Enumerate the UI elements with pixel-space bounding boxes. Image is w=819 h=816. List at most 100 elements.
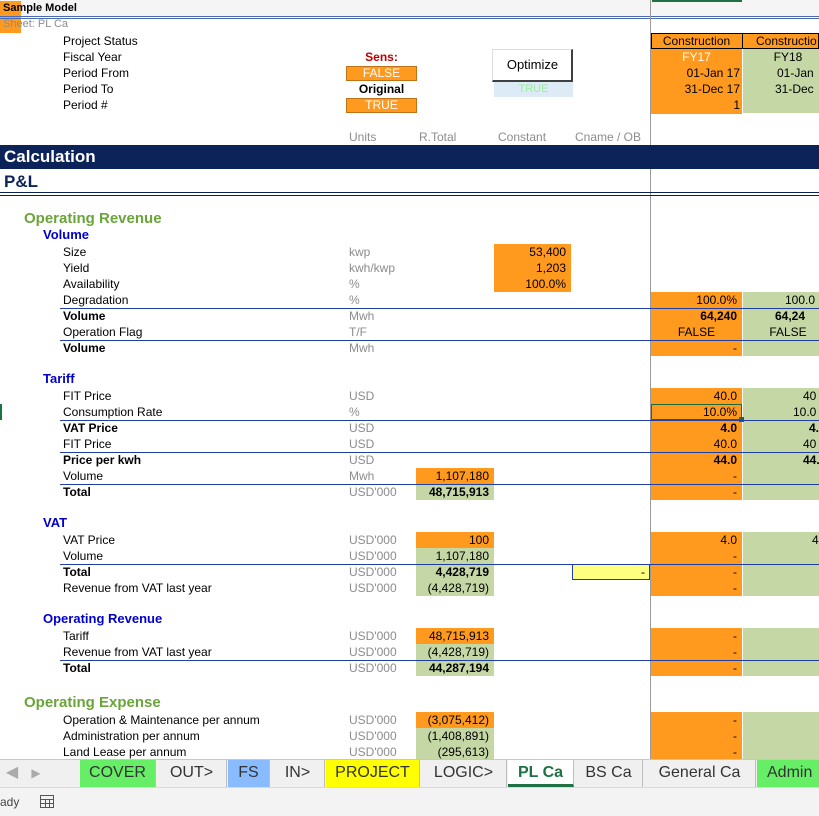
label-period-num: Period #	[63, 98, 108, 112]
row-volume1-p2[interactable]: 64,24	[775, 309, 806, 323]
tab-fs[interactable]: FS	[228, 760, 270, 787]
sheet-name: Sheet: PL Ca	[3, 18, 69, 30]
optimize-button[interactable]: Optimize	[506, 57, 559, 72]
row-ttotal-label: Total	[63, 485, 91, 499]
tab-cover[interactable]: COVER	[80, 760, 156, 787]
row-cons-unit: %	[349, 405, 360, 419]
heading-vat: VAT	[43, 515, 68, 530]
row-tvol-p1[interactable]: -	[733, 469, 737, 483]
row-vtotal-cname[interactable]: -	[641, 565, 645, 579]
optimize-flag: TRUE	[518, 83, 549, 95]
row-fit2-p1[interactable]: 40.0	[713, 437, 737, 451]
row-volume2-p1[interactable]: -	[733, 341, 737, 355]
heading-operating-expense: Operating Expense	[24, 694, 161, 711]
sens-value-1[interactable]: FALSE	[362, 66, 401, 80]
row-ttotal-p1[interactable]: -	[733, 485, 737, 499]
row-fit2-label: FIT Price	[63, 437, 112, 451]
row-ototal-p1[interactable]: -	[733, 661, 737, 675]
row-vprice-p1[interactable]: 4.0	[720, 533, 737, 547]
tab-out[interactable]: OUT>	[157, 760, 227, 787]
row-vvol-rtotal[interactable]: 1,107,180	[435, 549, 489, 563]
row-fit1-label: FIT Price	[63, 389, 112, 403]
row-availability-constant[interactable]: 100.0%	[525, 277, 566, 291]
period-2-status: Constructio	[756, 34, 817, 48]
row-vat-label: VAT Price	[63, 421, 118, 435]
row-land-p1[interactable]: -	[733, 745, 737, 759]
row-admin-p1[interactable]: -	[733, 729, 737, 743]
row-land-rtotal[interactable]: (295,613)	[437, 745, 489, 759]
label-project-status: Project Status	[63, 34, 138, 48]
row-fit2-p2[interactable]: 40	[803, 437, 817, 451]
heading-operating-revenue: Operating Revenue	[24, 210, 162, 227]
sens-value-2[interactable]: Original	[358, 82, 405, 96]
row-opflag-p1[interactable]: FALSE	[677, 325, 716, 339]
row-vrev-rtotal[interactable]: (4,428,719)	[427, 581, 489, 595]
row-cons-p2[interactable]: 10.0	[793, 405, 817, 419]
col-units: Units	[349, 130, 377, 144]
tab-general-ca[interactable]: General Ca	[644, 760, 756, 787]
col-cname: Cname / OB	[575, 130, 642, 144]
tab-project[interactable]: PROJECT	[326, 760, 420, 787]
row-om-unit: USD'000	[349, 713, 397, 727]
accessibility-icon[interactable]	[40, 795, 54, 808]
row-vprice-p2[interactable]: 4	[812, 533, 819, 547]
row-admin-rtotal[interactable]: (1,408,891)	[427, 729, 489, 743]
tab-logic[interactable]: LOGIC>	[421, 760, 507, 787]
heading-tariff: Tariff	[43, 371, 75, 386]
row-admin-label: Administration per annum	[63, 729, 200, 743]
row-ppk-p1[interactable]: 44.0	[713, 453, 737, 467]
period-2-to: 31-Dec	[775, 82, 814, 96]
row-fit1-p1[interactable]: 40.0	[713, 389, 737, 403]
row-volume1-p1[interactable]: 64,240	[700, 309, 737, 323]
tab-pl-ca[interactable]: PL Ca	[508, 760, 574, 787]
section-calculation: Calculation	[4, 147, 96, 166]
row-otariff-p1[interactable]: -	[733, 629, 737, 643]
row-vrev-p1[interactable]: -	[733, 581, 737, 595]
row-size-constant[interactable]: 53,400	[529, 245, 566, 259]
row-ototal-unit: USD'000	[349, 661, 397, 675]
row-vat-p1[interactable]: 4.0	[720, 421, 737, 435]
label-period-from: Period From	[63, 66, 130, 80]
tab-bs-ca[interactable]: BS Ca	[575, 760, 643, 787]
period-2-from: 01-Jan	[777, 66, 814, 80]
row-tvol-rtotal[interactable]: 1,107,180	[435, 469, 489, 483]
row-orev-rtotal[interactable]: (4,428,719)	[427, 645, 489, 659]
row-cons-p1[interactable]: 10.0%	[702, 405, 737, 419]
row-ppk-p2[interactable]: 44.	[803, 453, 819, 467]
tab-admin[interactable]: Admin	[757, 760, 819, 787]
row-otariff-rtotal[interactable]: 48,715,913	[428, 629, 489, 643]
row-ppk-unit: USD	[349, 453, 375, 467]
selected-cell[interactable]	[0, 1, 21, 33]
label-fiscal-year: Fiscal Year	[63, 50, 122, 64]
row-degradation-p2[interactable]: 100.0	[785, 293, 816, 307]
row-fit1-p2[interactable]: 40	[803, 389, 817, 403]
tab-scroll-right-icon[interactable]: ▶	[31, 766, 41, 780]
row-yield-constant[interactable]: 1,203	[535, 261, 566, 275]
row-otariff-unit: USD'000	[349, 629, 397, 643]
row-ototal-rtotal[interactable]: 44,287,194	[428, 661, 489, 675]
row-vrev-unit: USD'000	[349, 581, 397, 595]
spreadsheet-grid[interactable]: Sample Model Sheet: PL Ca Project Status…	[0, 0, 819, 759]
row-orev-p1[interactable]: -	[733, 645, 737, 659]
row-vtotal-p1[interactable]: -	[733, 565, 737, 579]
sens-value-3[interactable]: TRUE	[365, 98, 398, 112]
row-opflag-label: Operation Flag	[63, 325, 143, 339]
tab-scroll-left-icon[interactable]: ◀	[5, 764, 19, 781]
row-orev-label: Revenue from VAT last year	[63, 645, 212, 659]
row-vtotal-rtotal[interactable]: 4,428,719	[435, 565, 489, 579]
row-vat-p2[interactable]: 4.	[809, 421, 819, 435]
row-degradation-p1[interactable]: 100.0%	[696, 293, 737, 307]
tab-in[interactable]: IN>	[271, 760, 325, 787]
row-vvol-p1[interactable]: -	[733, 549, 737, 563]
row-tvol-label: Volume	[63, 469, 104, 483]
row-om-p1[interactable]: -	[733, 713, 737, 727]
row-cons-label: Consumption Rate	[63, 405, 163, 419]
row-opflag-p2[interactable]: FALSE	[769, 325, 807, 339]
row-vprice-rtotal[interactable]: 100	[468, 533, 489, 547]
row-vprice-unit: USD'000	[349, 533, 397, 547]
row-size-label: Size	[63, 245, 87, 259]
row-ttotal-rtotal[interactable]: 48,715,913	[428, 485, 489, 499]
row-vrev-label: Revenue from VAT last year	[63, 581, 212, 595]
row-om-rtotal[interactable]: (3,075,412)	[427, 713, 489, 727]
heading-volume: Volume	[43, 227, 89, 242]
